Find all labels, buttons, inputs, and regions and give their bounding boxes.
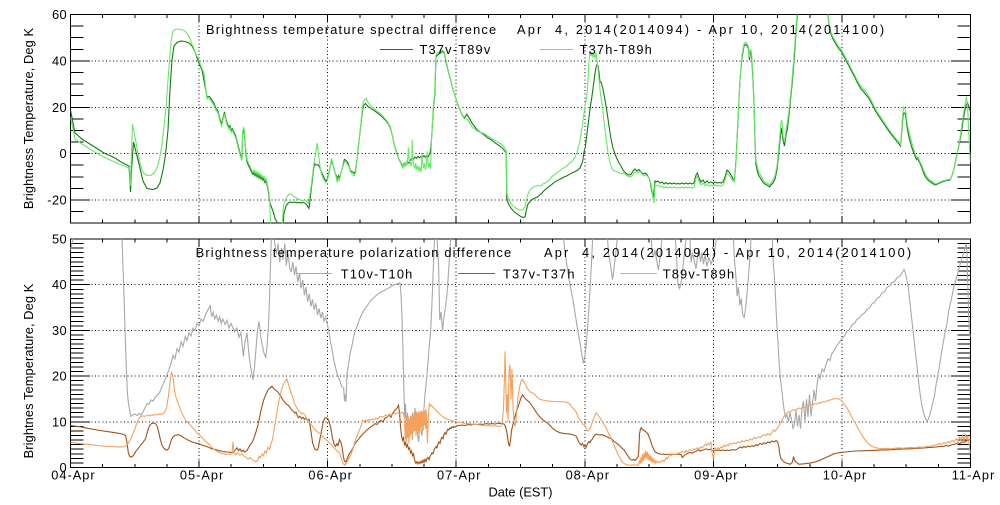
svg-text:Brightnes Temperature, Deg K: Brightnes Temperature, Deg K xyxy=(21,283,36,458)
svg-text:T89v-T89h: T89v-T89h xyxy=(663,267,736,282)
svg-text:10: 10 xyxy=(52,414,67,429)
svg-text:T37h-T89h: T37h-T89h xyxy=(580,42,653,57)
svg-text:0: 0 xyxy=(59,460,67,475)
svg-text:Brightness temperature polariz: Brightness temperature polarization diff… xyxy=(196,245,513,260)
svg-text:11-Apr: 11-Apr xyxy=(952,468,995,483)
svg-text:Brightness temperature spectra: Brightness temperature spectral differen… xyxy=(206,22,497,37)
svg-text:-20: -20 xyxy=(47,193,67,208)
svg-text:10-Apr: 10-Apr xyxy=(823,468,867,483)
svg-text:Date (EST): Date (EST) xyxy=(489,485,553,500)
svg-text:50: 50 xyxy=(52,232,67,247)
svg-text:20: 20 xyxy=(52,369,67,384)
svg-text:Brightness Temperature, Deg K: Brightness Temperature, Deg K xyxy=(21,28,36,210)
svg-text:40: 40 xyxy=(52,53,67,68)
svg-text:05-Apr: 05-Apr xyxy=(180,468,224,483)
svg-text:40: 40 xyxy=(52,277,67,292)
svg-text:09-Apr: 09-Apr xyxy=(694,468,738,483)
svg-text:T37v-T89v: T37v-T89v xyxy=(420,42,492,57)
svg-text:08-Apr: 08-Apr xyxy=(566,468,610,483)
svg-text:0: 0 xyxy=(59,146,67,161)
svg-text:04-Apr: 04-Apr xyxy=(51,468,95,483)
svg-text:T10v-T10h: T10v-T10h xyxy=(341,267,414,282)
svg-text:T37v-T37h: T37v-T37h xyxy=(503,267,576,282)
svg-text:Apr 4, 2014(2014094) - Apr 10: Apr 4, 2014(2014094) - Apr 10, 2014(2014… xyxy=(544,245,913,260)
svg-text:07-Apr: 07-Apr xyxy=(437,468,481,483)
svg-text:20: 20 xyxy=(52,100,67,115)
svg-text:06-Apr: 06-Apr xyxy=(308,468,352,483)
svg-text:Apr 4, 2014(2014094) - Apr 10: Apr 4, 2014(2014094) - Apr 10, 2014(2014… xyxy=(517,22,886,37)
svg-text:60: 60 xyxy=(52,7,67,22)
svg-text:30: 30 xyxy=(52,323,67,338)
